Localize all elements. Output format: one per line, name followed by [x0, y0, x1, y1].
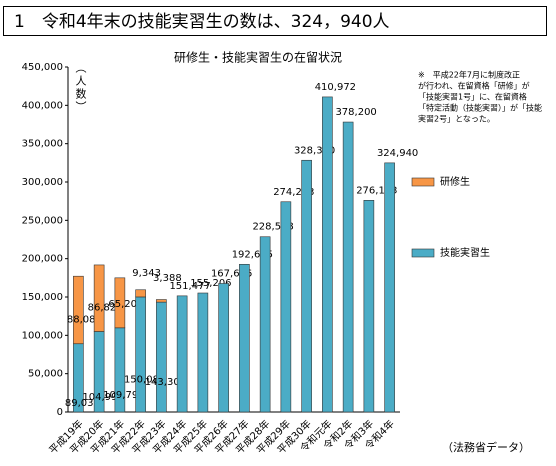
value-label: 65,209 — [108, 299, 143, 310]
bar — [197, 292, 209, 413]
bar — [156, 299, 167, 303]
value-label: 3,388 — [153, 273, 182, 284]
bar — [93, 264, 105, 332]
y-axis-label: （人数） — [74, 62, 87, 114]
chart-title: 研修生・技能実習生の在留状況 — [174, 50, 342, 65]
bar — [176, 295, 188, 413]
value-label: 151,477 — [169, 281, 210, 292]
bar — [363, 200, 375, 413]
bar — [156, 301, 167, 413]
bar — [301, 159, 312, 413]
legend-swatch — [411, 248, 435, 258]
value-label: 104,990 — [82, 392, 123, 403]
y-tick-label: 450,000 — [22, 62, 63, 73]
y-tick-label: 200,000 — [22, 254, 63, 265]
y-tick-label: 350,000 — [22, 139, 63, 150]
value-label: 378,200 — [335, 107, 376, 118]
value-label: 109,793 — [103, 390, 144, 401]
bar — [239, 263, 250, 413]
note: 「特定活動（技能実習）」が「技能 — [418, 103, 542, 113]
value-label: 274,233 — [273, 187, 314, 198]
bar — [135, 296, 146, 413]
source: （法務省データ） — [442, 440, 530, 454]
bar — [342, 121, 354, 413]
y-tick-label: 0 — [57, 407, 63, 418]
value-label: 410,972 — [315, 82, 356, 93]
legend-label: 研修生 — [440, 175, 470, 188]
y-tick-label: 300,000 — [22, 177, 63, 188]
value-label: 192,655 — [232, 249, 273, 260]
value-label: 150,088 — [124, 374, 165, 385]
y-tick-label: 100,000 — [22, 330, 63, 341]
bar — [73, 275, 84, 345]
legend-label: 技能実習生 — [440, 246, 490, 259]
value-label: 167,626 — [211, 268, 252, 279]
value-label: 86,826 — [88, 303, 123, 314]
bar — [280, 201, 292, 413]
note: ※ 平成22年7月に制度改正 — [418, 70, 520, 80]
bar — [384, 162, 395, 413]
y-tick-label: 50,000 — [28, 369, 63, 380]
value-label: 324,940 — [377, 148, 418, 159]
value-label: 9,343 — [132, 268, 161, 279]
bar — [218, 283, 229, 413]
value-label: 88,086 — [67, 315, 102, 326]
y-tick-label: 150,000 — [22, 292, 63, 303]
legend-swatch — [411, 177, 435, 187]
value-label: 328,360 — [294, 145, 335, 156]
value-label: 276,123 — [356, 185, 397, 196]
note: 「技能実習1号」に、在留資格 — [418, 92, 527, 102]
note: 実習2号」となった。 — [418, 114, 495, 124]
value-label: 89,033 — [65, 398, 100, 409]
header: 1 令和4年末の技能実習生の数は、324，940人 — [3, 6, 547, 36]
bar — [322, 96, 333, 413]
value-label: 143,308 — [145, 377, 186, 388]
y-tick-label: 400,000 — [22, 100, 63, 111]
value-label: 228,588 — [252, 222, 293, 233]
bar — [135, 289, 146, 298]
note: が行われ、在留資格「研修」が — [418, 81, 530, 91]
y-tick-label: 250,000 — [22, 215, 63, 226]
value-label: 155,206 — [190, 278, 231, 289]
bar — [114, 277, 126, 329]
bar — [259, 236, 271, 413]
